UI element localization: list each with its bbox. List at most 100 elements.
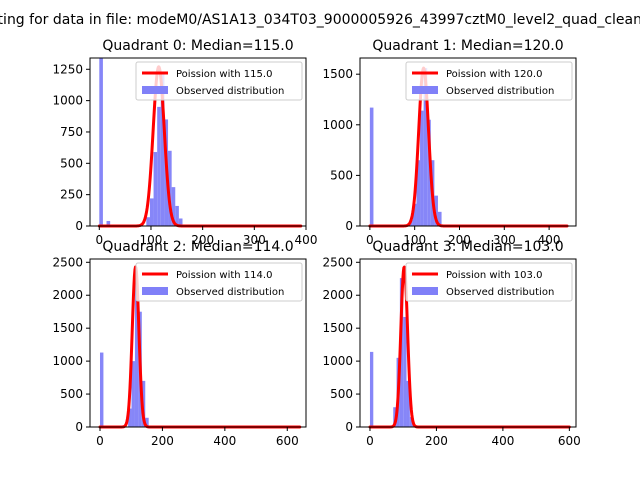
x-tick-label: 0	[366, 434, 374, 448]
x-tick-label: 200	[151, 434, 174, 448]
y-tick-label: 2500	[52, 255, 83, 269]
histogram-bar	[399, 278, 404, 427]
x-tick-label: 0	[95, 233, 103, 247]
histogram-bar	[106, 220, 111, 226]
legend-bar-swatch	[142, 287, 168, 295]
axes-frame	[89, 57, 307, 227]
histogram-bar	[149, 198, 154, 226]
x-tick-label: 400	[295, 233, 318, 247]
y-tick-label: 1000	[322, 118, 353, 132]
histogram-bar	[175, 205, 179, 226]
y-tick-label: 500	[60, 387, 83, 401]
y-tick-label: 1500	[52, 321, 83, 335]
legend-box	[405, 262, 573, 302]
y-tick-label: 1250	[52, 62, 83, 76]
x-tick-label: 200	[448, 233, 471, 247]
histogram-bar	[146, 217, 150, 226]
legend: Poission with 120.0 Observed distribution	[405, 61, 573, 101]
y-tick-label: 1000	[52, 94, 83, 108]
subplot-2: Quadrant 2: Median=114.0 0 200 400 600 0 500 10…	[52, 239, 307, 448]
legend: Poission with 114.0 Observed distribution	[135, 262, 303, 302]
x-tick-label: 100	[140, 233, 163, 247]
legend: Poission with 115.0 Observed distribution	[135, 61, 303, 101]
legend-label-observed: Observed distribution	[446, 86, 554, 97]
histogram-bar	[168, 150, 172, 226]
x-tick-label: 300	[493, 233, 516, 247]
axes-frame	[89, 258, 307, 428]
histogram-bar	[153, 152, 158, 226]
legend-label-poisson: Poission with 114.0	[176, 270, 272, 281]
histogram-bar	[145, 417, 149, 427]
y-tick-label: 500	[60, 156, 83, 170]
axes-frame	[359, 57, 577, 227]
histogram-bar	[416, 160, 421, 226]
histogram-bar	[423, 68, 428, 226]
x-tick-label: 0	[96, 434, 104, 448]
legend-label-observed: Observed distribution	[176, 287, 284, 298]
legend-box	[405, 61, 573, 101]
legend-label-observed: Observed distribution	[446, 287, 554, 298]
x-tick-label: 400	[538, 233, 561, 247]
histogram-bar	[131, 361, 135, 427]
legend-label-poisson: Poission with 120.0	[446, 69, 542, 80]
x-tick-label: 600	[276, 434, 299, 448]
histogram-bar	[369, 351, 374, 427]
y-tick-label: 0	[75, 219, 83, 233]
y-tick-label: 0	[75, 420, 83, 434]
histogram-bar	[157, 106, 161, 226]
y-tick-label: 500	[330, 387, 353, 401]
legend-label-observed: Observed distribution	[176, 86, 284, 97]
histogram-bar	[99, 352, 104, 427]
y-tick-label: 0	[345, 219, 353, 233]
y-tick-label: 1500	[322, 321, 353, 335]
histogram-bar	[427, 119, 431, 226]
histogram-bar	[160, 74, 165, 226]
x-tick-label: 400	[213, 434, 236, 448]
x-tick-label: 400	[491, 434, 514, 448]
legend: Poission with 103.0 Observed distribution	[405, 262, 573, 302]
subplot-title: Quadrant 1: Median=120.0	[372, 38, 563, 54]
histogram-bar	[406, 380, 410, 427]
x-tick-label: 100	[403, 233, 426, 247]
histogram-bar	[434, 195, 438, 226]
x-tick-label: 300	[243, 233, 266, 247]
y-tick-label: 250	[60, 188, 83, 202]
y-tick-label: 500	[330, 168, 353, 182]
legend-label-poisson: Poission with 115.0	[176, 69, 272, 80]
legend-bar-swatch	[142, 86, 168, 94]
legend-box	[135, 262, 303, 302]
histogram-bar	[171, 187, 176, 226]
x-tick-label: 200	[425, 434, 448, 448]
y-tick-label: 0	[345, 420, 353, 434]
subplot-3: Quadrant 3: Median=103.0 0 200 400 600 0 500 10…	[322, 239, 580, 448]
x-tick-label: 600	[558, 434, 581, 448]
histogram-bar	[134, 278, 139, 427]
legend-bar-swatch	[412, 86, 438, 94]
histogram-bar	[403, 316, 407, 427]
histogram-bar	[437, 211, 442, 226]
axes-frame	[359, 258, 577, 428]
x-tick-label: 200	[191, 233, 214, 247]
y-tick-label: 1000	[322, 354, 353, 368]
subplot-title: Quadrant 0: Median=115.0	[102, 38, 293, 54]
figure-suptitle: Plotting for data in file: modeM0/AS1A13…	[0, 12, 640, 28]
y-tick-label: 1500	[322, 67, 353, 81]
y-tick-label: 750	[60, 125, 83, 139]
subplot-1: Quadrant 1: Median=120.0 0 100 200 300 400 0 50…	[322, 38, 577, 247]
x-tick-label: 0	[366, 233, 374, 247]
y-tick-label: 1000	[52, 354, 83, 368]
histogram-bar	[420, 110, 424, 226]
legend-bar-swatch	[412, 287, 438, 295]
subplot-0: Quadrant 0: Median=115.0 0 100 200 300 400 0 25…	[52, 38, 317, 247]
histogram-bar	[128, 408, 132, 427]
histogram-bar	[99, 58, 103, 226]
histogram-bar	[412, 203, 417, 226]
histogram-bar	[178, 218, 183, 226]
legend-label-poisson: Poission with 103.0	[446, 270, 542, 281]
histogram-bar	[409, 417, 414, 427]
y-tick-label: 2000	[322, 288, 353, 302]
subplot-title: Quadrant 3: Median=103.0	[372, 239, 563, 255]
y-tick-label: 2000	[52, 288, 83, 302]
y-tick-label: 2500	[322, 255, 353, 269]
